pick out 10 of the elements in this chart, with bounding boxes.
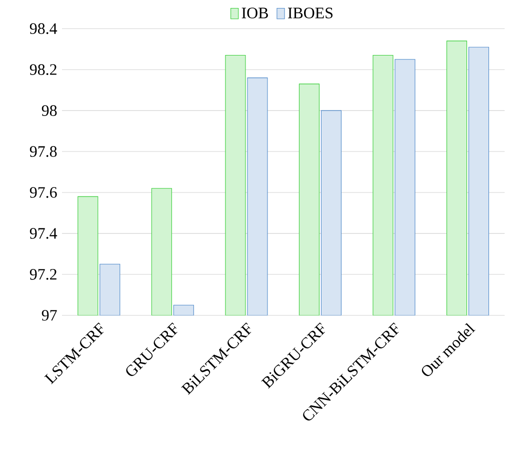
- y-tick-label: 97: [42, 310, 57, 321]
- y-tick-label: 98.2: [30, 64, 56, 76]
- y-tick-label: 98: [42, 105, 57, 116]
- y-tick-label: 97.2: [30, 268, 56, 280]
- legend-label: IBOES: [288, 8, 332, 18]
- y-tick-label: 97.6: [30, 187, 57, 198]
- y-tick-label: 97.8: [30, 146, 57, 157]
- y-tick-label: 98.4: [30, 23, 58, 34]
- legend-label: IOB: [242, 8, 268, 18]
- y-tick-label: 97.4: [30, 228, 58, 239]
